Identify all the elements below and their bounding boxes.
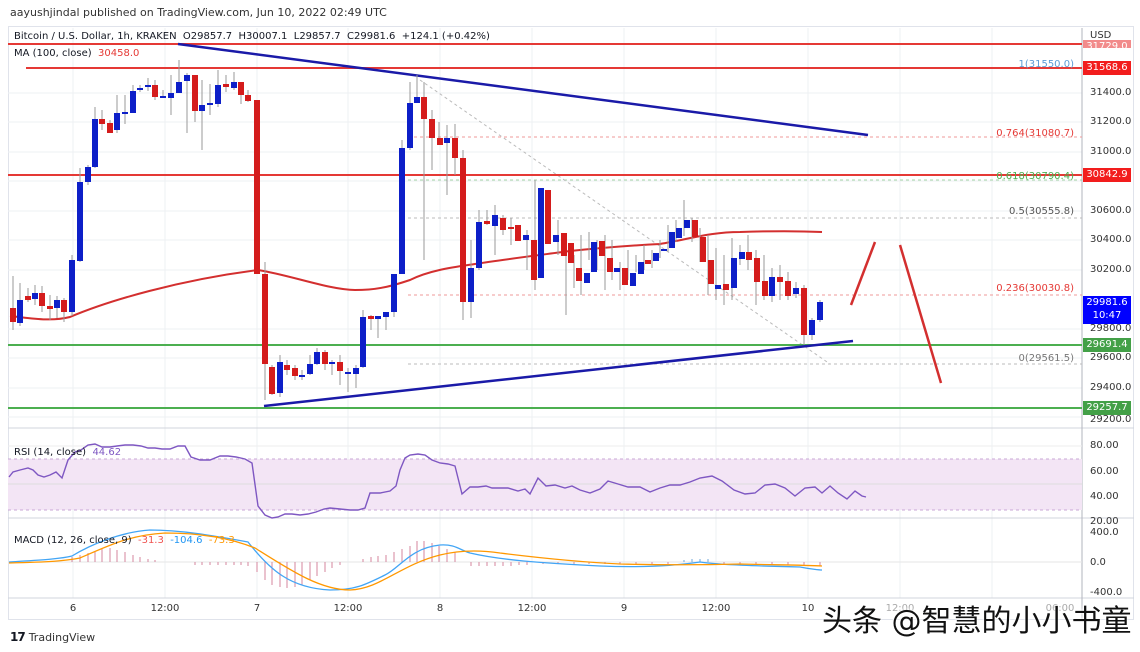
ma-value: 30458.0 [98, 48, 140, 59]
price-axis-label: 31400.0 [1090, 87, 1132, 98]
fib-label-0236: 0.236(30030.8) [996, 283, 1074, 294]
support-tag-29257: 29257.7 [1083, 401, 1131, 415]
rsi-axis-label: 80.00 [1090, 440, 1119, 451]
resistance-tag-top: 31729.0 [1083, 40, 1131, 48]
last-price-value: 29981.6 [1086, 297, 1128, 308]
support-tag-29691: 29691.4 [1083, 338, 1131, 352]
ohlc-open: O29857.7 [182, 31, 233, 42]
time-axis-label: 10 [801, 603, 815, 614]
fib-label-1: 1(31550.0) [1018, 59, 1074, 70]
bar-countdown: 10:47 [1092, 310, 1122, 321]
fib-label-0: 0(29561.5) [1018, 353, 1074, 364]
time-axis-label: 7 [253, 603, 261, 614]
macd-signal-value: -73.3 [208, 535, 235, 546]
watermark: 头条 @智慧的小小书童 [822, 604, 1132, 639]
rsi-legend[interactable]: RSI (14, close) 44.62 [14, 447, 121, 458]
projection-up-arrow [849, 241, 877, 306]
macd-value: -104.6 [170, 535, 203, 546]
brand-name: TradingView [28, 630, 96, 644]
tradingview-brand[interactable]: 17 TradingView [10, 630, 95, 644]
fib-label-0618: 0.618(30790.4) [996, 171, 1074, 182]
time-axis-label: 12:00 [885, 603, 915, 614]
rsi-label: RSI (14, close) [14, 447, 87, 458]
price-axis-label: 29600.0 [1090, 352, 1132, 363]
price-axis-label: 30200.0 [1090, 264, 1132, 275]
fib-lines [408, 67, 1082, 365]
rsi-line [8, 443, 867, 519]
candles [10, 60, 823, 400]
time-axis-label: 9 [620, 603, 628, 614]
price-axis-label: 29200.0 [1090, 414, 1132, 425]
ohlc-low: L29857.7 [293, 31, 341, 42]
time-axis-label: 8 [436, 603, 444, 614]
rsi-axis-label: 60.00 [1090, 466, 1119, 477]
currency-label: USD [1090, 30, 1112, 41]
fib-label-05: 0.5(30555.8) [1008, 206, 1074, 217]
publisher-note: aayushjindal published on TradingView.co… [10, 6, 387, 19]
ma-label: MA (100, close) [14, 48, 92, 59]
ohlc-close: C29981.6 [347, 31, 396, 42]
time-axis-label: 12:00 [701, 603, 731, 614]
price-axis-label: 29800.0 [1090, 323, 1132, 334]
macd-hist-value: -31.3 [137, 535, 164, 546]
price-axis-label: 29400.0 [1090, 382, 1132, 393]
projection-down-arrow [898, 244, 943, 384]
time-axis-label: 6 [69, 603, 77, 614]
tradingview-logo-icon: 17 [10, 630, 26, 644]
ohlc-high: H30007.1 [238, 31, 288, 42]
time-axis-label: 12:00 [150, 603, 180, 614]
ohlc-change: +124.1 (+0.42%) [401, 31, 490, 42]
chart-frame [8, 26, 1134, 620]
rsi-value: 44.62 [92, 447, 122, 458]
macd-axis-label: 0.0 [1090, 557, 1106, 568]
price-axis-label: 30400.0 [1090, 234, 1132, 245]
time-axis-label: 12:00 [333, 603, 363, 614]
resistance-tag-30842: 30842.9 [1083, 168, 1131, 182]
macd-label: MACD (12, 26, close, 9) [14, 535, 132, 546]
macd-axis-label: 400.0 [1090, 527, 1119, 538]
ma-legend[interactable]: MA (100, close) 30458.0 [14, 48, 139, 59]
descending-trendline [177, 42, 869, 137]
symbol-legend[interactable]: Bitcoin / U.S. Dollar, 1h, KRAKEN O29857… [14, 31, 490, 42]
fib-label-0764: 0.764(31080.7) [996, 128, 1074, 139]
resistance-tag-31568: 31568.6 [1083, 61, 1131, 75]
price-axis-label: 30600.0 [1090, 205, 1132, 216]
macd-line [8, 529, 823, 591]
price-axis-label: 31200.0 [1090, 116, 1132, 127]
price-axis-label: 31000.0 [1090, 146, 1132, 157]
rsi-axis-label: 20.00 [1090, 516, 1119, 527]
last-price-tag: 29981.6 10:47 [1083, 296, 1131, 324]
macd-axis-label: -400.0 [1090, 587, 1123, 598]
time-axis-label: 06:00 [1045, 603, 1075, 614]
rsi-axis-label: 40.00 [1090, 491, 1119, 502]
signal-line [8, 532, 823, 591]
ascending-trendline [263, 339, 854, 408]
symbol-title: Bitcoin / U.S. Dollar, 1h, KRAKEN [14, 31, 177, 42]
macd-legend[interactable]: MACD (12, 26, close, 9) -31.3 -104.6 -73… [14, 535, 235, 546]
time-axis-label: 12:00 [517, 603, 547, 614]
